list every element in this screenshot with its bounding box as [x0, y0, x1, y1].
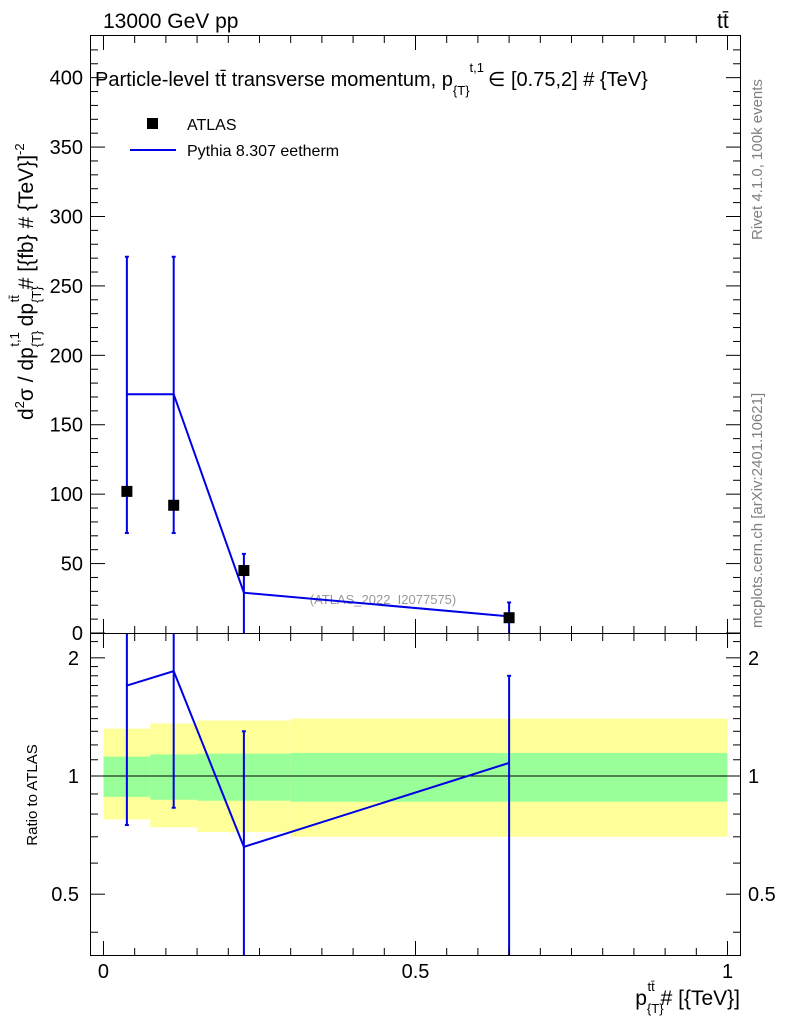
ratio-y-tick-label: 0.5	[51, 884, 79, 906]
main-y-tick-label: 50	[61, 554, 83, 576]
main-x-axis-ticks	[102, 36, 729, 633]
atlas-data-point	[168, 499, 180, 511]
main-title: Particle-level tt̄ transverse momentum, …	[95, 60, 648, 98]
atlas-data-point	[238, 565, 250, 577]
ratio-panel: 0.5 0.51 12 2 0 0.5 1 Ratio to ATLAS p{T}tt̄ …	[24, 633, 776, 1016]
main-plot-content	[121, 255, 515, 633]
main-y-tick-label: 400	[50, 68, 83, 90]
ratio-pythia-curve	[126, 669, 510, 849]
main-y-tick-label: 250	[50, 276, 83, 298]
legend: ATLAS Pythia 8.307 eetherm	[130, 117, 339, 160]
legend-atlas-marker	[147, 118, 158, 129]
x-axis-label: p{T}tt̄ # [{TeV}]	[635, 979, 740, 1016]
legend-pythia-label: Pythia 8.307 eetherm	[187, 143, 339, 160]
analysis-watermark: (ATLAS_2022_I2077575)	[310, 592, 456, 607]
x-tick-label: 0.5	[402, 961, 430, 983]
main-y-tick-label: 200	[50, 345, 83, 367]
main-y-axis-label: d2σ / dp{T}t,1 dp{T}tt̄ # [{fb} # {TeV}]…	[7, 143, 44, 420]
ratio-y-tick-label: 1	[68, 766, 79, 788]
x-tick-label: 0	[98, 961, 109, 983]
ratio-y-tick-label: 2	[68, 648, 79, 670]
pythia-curve	[126, 393, 510, 618]
x-tick-label: 1	[722, 961, 733, 983]
atlas-data-point	[121, 485, 133, 497]
legend-atlas-label: ATLAS	[187, 117, 237, 134]
atlas-data-point	[503, 612, 515, 624]
ratio-y-axis-label: Ratio to ATLAS	[24, 744, 41, 845]
main-y-axis: 0 50 100 150 200 250 300 350 400	[50, 49, 740, 645]
ratio-y-axis: 0.5 0.5 1 1 2 2	[51, 641, 776, 933]
ratio-y-tick-label-right: 0.5	[748, 884, 776, 906]
ratio-x-axis: 0 0.5 1	[98, 634, 733, 983]
process-label: tt̄	[717, 10, 729, 33]
ratio-y-tick-label-right: 1	[748, 766, 759, 788]
main-y-tick-label: 150	[50, 415, 83, 437]
main-y-tick-label: 100	[50, 484, 83, 506]
main-y-tick-label: 0	[72, 623, 83, 645]
ratio-frame	[90, 633, 741, 956]
main-panel: (ATLAS_2022_I2077575) 0 50 100 150 200 250 300…	[7, 35, 741, 645]
main-y-tick-label: 350	[50, 137, 83, 159]
main-y-tick-label: 300	[50, 206, 83, 228]
ratio-plot-content	[91, 634, 740, 955]
energy-label: 13000 GeV pp	[103, 10, 238, 33]
rivet-version-label: Rivet 4.1.0, 100k events	[749, 79, 766, 240]
ratio-y-tick-label-right: 2	[748, 648, 759, 670]
source-label: mcplots.cern.ch [arXiv:2401.10621]	[749, 393, 766, 628]
